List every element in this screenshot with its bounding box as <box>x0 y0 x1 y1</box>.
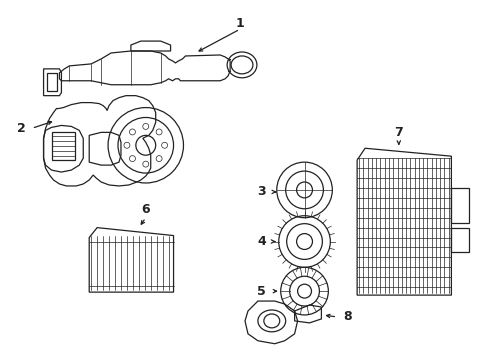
Text: 2: 2 <box>17 122 26 135</box>
Bar <box>47 73 57 91</box>
Text: 8: 8 <box>343 310 351 323</box>
Text: 7: 7 <box>394 126 403 139</box>
Bar <box>451 228 469 252</box>
Bar <box>451 188 469 223</box>
Text: 5: 5 <box>257 285 266 298</box>
Text: 4: 4 <box>257 235 266 248</box>
Text: 3: 3 <box>258 185 266 198</box>
Text: 6: 6 <box>142 203 150 216</box>
Bar <box>51 132 75 160</box>
Text: 1: 1 <box>236 17 245 30</box>
